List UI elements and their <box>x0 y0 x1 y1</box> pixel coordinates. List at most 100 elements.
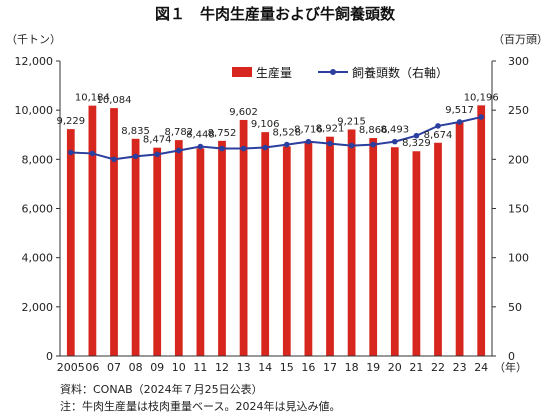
legend-bar-swatch <box>232 67 252 77</box>
data-label-23: 9,517 <box>445 105 474 116</box>
line-point-10 <box>176 147 182 154</box>
bar-14 <box>261 132 270 356</box>
left-tick-label-8000: 8,000 <box>22 153 54 166</box>
left-axis-unit: （千トン） <box>6 33 61 46</box>
line-point-24 <box>478 114 485 120</box>
bar-23 <box>455 122 464 357</box>
x-tick-label-13: 13 <box>237 361 251 374</box>
data-label-11: 8,448 <box>186 130 215 141</box>
x-axis-suffix: （年） <box>494 360 527 374</box>
right-tick-label-100: 100 <box>508 252 529 265</box>
line-point-20 <box>392 138 398 145</box>
x-tick-label-10: 10 <box>172 361 186 374</box>
bars-layer <box>66 105 486 357</box>
data-label-06: 10,184 <box>75 93 110 104</box>
x-tick-label-11: 11 <box>193 361 207 374</box>
bar-21 <box>412 151 421 356</box>
bar-06 <box>88 105 97 356</box>
data-label-07: 10,084 <box>97 95 132 106</box>
line-point-09 <box>154 151 160 158</box>
line-point-13 <box>240 145 247 152</box>
right-tick-label-150: 150 <box>508 203 529 216</box>
x-tick-label-2005: 2005 <box>57 361 85 374</box>
data-label-17: 8,921 <box>316 124 345 135</box>
x-tick-label-08: 08 <box>129 361 143 374</box>
x-tick-label-22: 22 <box>431 361 445 374</box>
line-layer <box>68 114 485 163</box>
data-label-20: 8,493 <box>380 125 409 136</box>
bar-20 <box>390 147 399 356</box>
line-point-2005 <box>68 149 74 156</box>
line-point-08 <box>132 153 139 160</box>
right-tick-label-300: 300 <box>508 55 529 68</box>
data-label-08: 8,835 <box>121 126 150 137</box>
right-tick-label-0: 0 <box>508 350 515 363</box>
footnote: 注：牛肉生産量は枝肉重量ベース。2024年は見込み値。 <box>60 399 340 413</box>
line-point-17 <box>327 140 333 147</box>
x-tick-label-19: 19 <box>366 361 380 374</box>
bar-13 <box>239 119 248 356</box>
legend: 生産量 飼養頭数（右軸） <box>232 65 448 80</box>
chart-title: 図１ 牛肉生産量および牛飼養頭数 <box>155 5 396 23</box>
bar-16 <box>304 141 313 356</box>
right-tick-label-250: 250 <box>508 104 529 117</box>
data-labels-layer: 9,22910,18410,0848,8358,4748,7828,4488,7… <box>56 92 498 149</box>
x-tick-label-17: 17 <box>323 361 337 374</box>
data-label-19: 8,866 <box>359 125 388 136</box>
line-point-06 <box>89 150 96 157</box>
bar-2005 <box>66 129 75 356</box>
legend-line-label: 飼養頭数（右軸） <box>352 65 448 80</box>
line-point-07 <box>111 156 117 163</box>
bar-12 <box>218 140 226 356</box>
data-label-16: 8,716 <box>294 125 323 136</box>
data-label-14: 9,106 <box>251 119 280 130</box>
data-label-22: 8,674 <box>424 130 453 141</box>
right-tick-label-200: 200 <box>508 153 529 166</box>
bar-07 <box>110 108 118 356</box>
left-tick-label-4000: 4,000 <box>22 252 54 265</box>
x-tick-label-09: 09 <box>150 361 164 374</box>
data-label-09: 8,474 <box>143 135 172 146</box>
bar-22 <box>434 142 442 356</box>
left-tick-label-2000: 2,000 <box>22 301 54 314</box>
bar-15 <box>282 146 291 356</box>
bar-17 <box>326 136 334 356</box>
data-label-10: 8,782 <box>164 127 193 138</box>
data-label-21: 8,329 <box>402 138 431 149</box>
bar-19 <box>369 138 378 356</box>
data-label-12: 8,752 <box>208 128 237 139</box>
x-tick-label-21: 21 <box>409 361 423 374</box>
line-point-23 <box>456 119 463 125</box>
right-tick-label-50: 50 <box>508 301 522 314</box>
data-label-18: 9,215 <box>337 116 366 127</box>
left-tick-label-0: 0 <box>46 350 53 363</box>
bar-09 <box>153 147 162 356</box>
x-tick-label-15: 15 <box>280 361 294 374</box>
legend-line-marker <box>330 69 336 75</box>
left-tick-label-12000: 12,000 <box>15 55 54 68</box>
bar-18 <box>347 129 356 356</box>
line-point-22 <box>435 123 441 129</box>
bar-24 <box>477 105 486 357</box>
line-point-21 <box>413 132 420 139</box>
x-tick-label-06: 06 <box>85 361 99 374</box>
bar-10 <box>174 140 183 356</box>
left-tick-label-6000: 6,000 <box>22 203 54 216</box>
x-tick-label-20: 20 <box>388 361 402 374</box>
bar-08 <box>131 138 140 356</box>
line-point-18 <box>348 142 355 149</box>
data-label-2005: 9,229 <box>56 116 85 127</box>
data-label-24: 10,196 <box>464 92 499 103</box>
x-tick-label-07: 07 <box>107 361 121 374</box>
line-point-15 <box>284 141 290 148</box>
axes-layer: 0 2,000 4,000 6,000 8,000 10,000 12,000 0 50 100 1… <box>15 55 530 374</box>
x-tick-label-24: 24 <box>474 361 488 374</box>
x-tick-label-18: 18 <box>345 361 359 374</box>
line-point-11 <box>197 143 204 150</box>
bar-11 <box>196 148 205 356</box>
line-point-14 <box>262 144 269 151</box>
x-tick-label-14: 14 <box>258 361 272 374</box>
line-point-12 <box>219 145 225 152</box>
